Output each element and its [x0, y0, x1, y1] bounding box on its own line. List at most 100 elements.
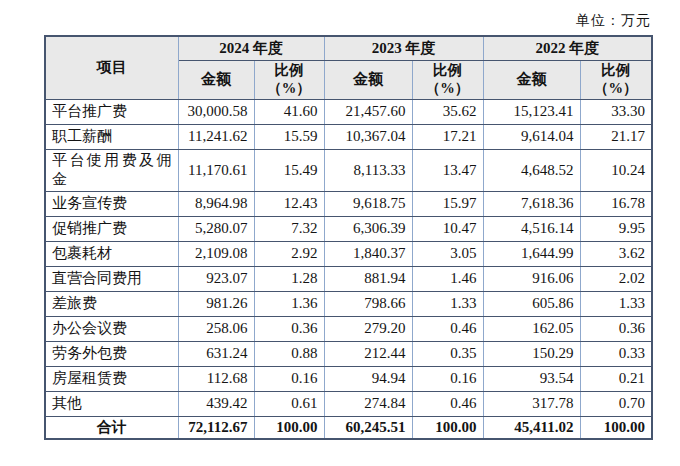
row-value: 10,367.04 [324, 124, 412, 149]
row-item-label: 其他 [45, 391, 178, 416]
table-row: 促销推广费5,280.077.326,306.3910.474,516.149.… [45, 216, 652, 241]
row-value: 15.97 [412, 191, 483, 216]
row-value: 35.62 [412, 99, 483, 124]
row-item-label: 劳务外包费 [45, 341, 178, 366]
row-value: 17.21 [412, 124, 483, 149]
row-value: 9,614.04 [483, 124, 580, 149]
amount-header-2022: 金额 [483, 60, 580, 99]
row-value: 10.47 [412, 216, 483, 241]
table-row: 差旅费981.261.36798.661.33605.861.33 [45, 291, 652, 316]
row-item-label: 差旅费 [45, 291, 178, 316]
row-value: 439.42 [178, 391, 254, 416]
row-value: 258.06 [178, 316, 254, 341]
row-value: 15.49 [254, 149, 324, 191]
table-header: 项目 2024 年度 2023 年度 2022 年度 金额 比例 （%） 金额 … [45, 36, 652, 99]
row-item-label: 促销推广费 [45, 216, 178, 241]
unit-label: 单位：万元 [44, 12, 651, 30]
row-value: 1,840.37 [324, 241, 412, 266]
row-value: 881.94 [324, 266, 412, 291]
row-value: 112.68 [178, 366, 254, 391]
document-content: 单位：万元 项目 2024 年度 2023 年度 2022 年度 [0, 0, 680, 440]
row-item-label: 包裹耗材 [45, 241, 178, 266]
row-value: 15.59 [254, 124, 324, 149]
year-header-row: 项目 2024 年度 2023 年度 2022 年度 [45, 36, 652, 60]
row-value: 2.92 [254, 241, 324, 266]
row-value: 93.54 [483, 366, 580, 391]
table-row: 平台使用费及佣金11,170.6115.498,113.3313.474,648… [45, 149, 652, 191]
total-label: 合计 [45, 416, 178, 439]
year-header-2022: 2022 年度 [483, 36, 652, 60]
ratio-header-2024: 比例 （%） [254, 60, 324, 99]
row-item-label: 平台使用费及佣金 [45, 149, 178, 191]
row-value: 1.46 [412, 266, 483, 291]
row-value: 274.84 [324, 391, 412, 416]
row-item-label: 平台推广费 [45, 99, 178, 124]
year-header-2024: 2024 年度 [178, 36, 324, 60]
row-item-label: 办公会议费 [45, 316, 178, 341]
row-value: 6,306.39 [324, 216, 412, 241]
row-value: 33.30 [580, 99, 652, 124]
row-value: 162.05 [483, 316, 580, 341]
row-value: 916.06 [483, 266, 580, 291]
row-value: 21.17 [580, 124, 652, 149]
table-body: 平台推广费30,000.5841.6021,457.6035.6215,123.… [45, 99, 652, 416]
row-value: 0.36 [254, 316, 324, 341]
table-row: 房屋租赁费112.680.1694.940.1693.540.21 [45, 366, 652, 391]
row-value: 21,457.60 [324, 99, 412, 124]
total-value: 100.00 [254, 416, 324, 439]
row-value: 1.33 [412, 291, 483, 316]
row-value: 7,618.36 [483, 191, 580, 216]
row-value: 3.62 [580, 241, 652, 266]
row-value: 5,280.07 [178, 216, 254, 241]
row-item-label: 直营合同费用 [45, 266, 178, 291]
document-page: 单位：万元 项目 2024 年度 2023 年度 2022 年度 [0, 0, 680, 466]
total-value: 100.00 [580, 416, 652, 439]
table-row: 直营合同费用923.071.28881.941.46916.062.02 [45, 266, 652, 291]
row-value: 605.86 [483, 291, 580, 316]
row-value: 3.05 [412, 241, 483, 266]
table-row: 劳务外包费631.240.88212.440.35150.290.33 [45, 341, 652, 366]
table-row: 包裹耗材2,109.082.921,840.373.051,644.993.62 [45, 241, 652, 266]
row-value: 16.78 [580, 191, 652, 216]
amount-header-2024: 金额 [178, 60, 254, 99]
row-value: 0.70 [580, 391, 652, 416]
row-value: 4,516.14 [483, 216, 580, 241]
row-value: 1,644.99 [483, 241, 580, 266]
row-value: 8,113.33 [324, 149, 412, 191]
row-value: 150.29 [483, 341, 580, 366]
table-row: 平台推广费30,000.5841.6021,457.6035.6215,123.… [45, 99, 652, 124]
row-value: 0.33 [580, 341, 652, 366]
row-value: 1.28 [254, 266, 324, 291]
row-value: 2.02 [580, 266, 652, 291]
row-item-label: 职工薪酬 [45, 124, 178, 149]
row-value: 212.44 [324, 341, 412, 366]
row-value: 12.43 [254, 191, 324, 216]
year-header-2023: 2023 年度 [324, 36, 483, 60]
table-row: 职工薪酬11,241.6215.5910,367.0417.219,614.04… [45, 124, 652, 149]
col-item-header: 项目 [45, 36, 178, 99]
ratio-header-2023: 比例 （%） [412, 60, 483, 99]
table-row: 办公会议费258.060.36279.200.46162.050.36 [45, 316, 652, 341]
row-value: 9.95 [580, 216, 652, 241]
row-value: 11,241.62 [178, 124, 254, 149]
table-footer: 合计 72,112.67 100.00 60,245.51 100.00 45,… [45, 416, 652, 439]
row-value: 981.26 [178, 291, 254, 316]
row-value: 0.16 [254, 366, 324, 391]
row-value: 13.47 [412, 149, 483, 191]
total-value: 100.00 [412, 416, 483, 439]
row-value: 94.94 [324, 366, 412, 391]
row-value: 15,123.41 [483, 99, 580, 124]
row-value: 30,000.58 [178, 99, 254, 124]
row-value: 0.36 [580, 316, 652, 341]
row-value: 0.61 [254, 391, 324, 416]
ratio-header-2022: 比例 （%） [580, 60, 652, 99]
row-value: 317.78 [483, 391, 580, 416]
row-value: 8,964.98 [178, 191, 254, 216]
table-row: 业务宣传费8,964.9812.439,618.7515.977,618.361… [45, 191, 652, 216]
row-value: 0.21 [580, 366, 652, 391]
table-row: 其他439.420.61274.840.46317.780.70 [45, 391, 652, 416]
row-value: 9,618.75 [324, 191, 412, 216]
row-item-label: 房屋租赁费 [45, 366, 178, 391]
row-value: 1.33 [580, 291, 652, 316]
row-value: 4,648.52 [483, 149, 580, 191]
